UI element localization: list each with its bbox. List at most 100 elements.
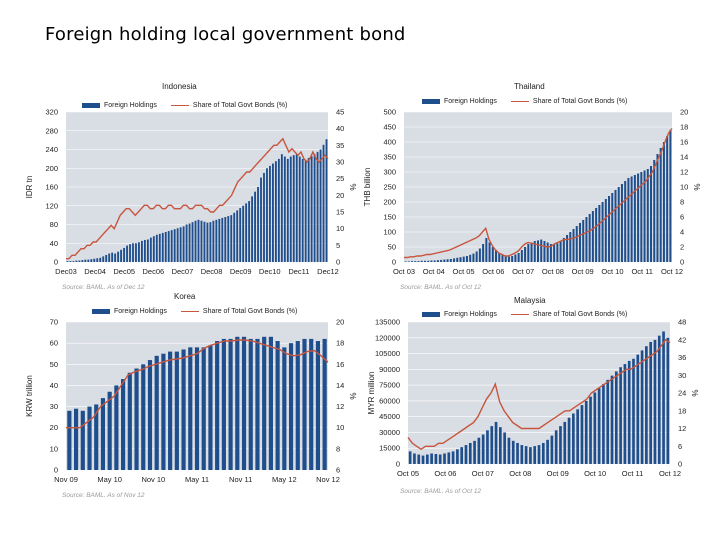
bar	[313, 154, 316, 262]
legend-line-swatch	[170, 105, 189, 106]
bar	[197, 219, 200, 262]
bar	[105, 254, 108, 262]
bar	[453, 258, 456, 262]
bar	[637, 173, 640, 262]
bar	[316, 151, 319, 262]
bar	[236, 210, 239, 262]
legend-bar-swatch	[82, 103, 100, 108]
bar	[630, 176, 633, 262]
bar	[447, 452, 451, 464]
legend-entry-line: Share of Total Govt Bonds (%)	[192, 102, 288, 109]
y-tick-right: 12	[678, 424, 686, 433]
bar	[417, 454, 421, 464]
bar	[536, 240, 540, 262]
y-tick-right: 20	[336, 318, 344, 327]
y-tick-right: 48	[678, 318, 686, 327]
chart-title: Thailand	[514, 82, 545, 91]
x-tick-label: Oct 05	[397, 469, 419, 478]
bar	[643, 170, 646, 262]
bar	[423, 260, 426, 262]
y-tick-right: 12	[336, 402, 344, 411]
y-tick-right: 45	[336, 108, 344, 117]
y-tick-right: 18	[336, 339, 344, 348]
legend-entry-line: Share of Total Govt Bonds (%)	[532, 311, 628, 318]
bar	[96, 258, 99, 262]
bar	[179, 227, 182, 262]
bar	[640, 350, 644, 464]
bar	[282, 347, 287, 470]
bar	[494, 421, 498, 464]
x-tick-label: May 11	[185, 475, 209, 484]
bar	[485, 238, 488, 262]
bar	[69, 261, 72, 262]
bar	[164, 232, 167, 262]
legend-entry-bars: Foreign Holdings	[444, 311, 497, 318]
bar	[188, 347, 193, 470]
y-tick-left: 45000	[379, 412, 400, 421]
y-tick-left: 30	[50, 402, 58, 411]
bar	[601, 202, 604, 262]
bar	[614, 190, 617, 262]
chart-title: Indonesia	[162, 82, 197, 91]
legend-bar-swatch	[92, 309, 110, 314]
y-tick-right: 0	[336, 258, 340, 267]
y-tick-right: 15	[336, 208, 344, 217]
bar	[541, 442, 545, 464]
bar	[498, 253, 501, 262]
bar	[411, 261, 414, 262]
legend-bar-swatch	[422, 312, 440, 317]
bar	[449, 259, 452, 262]
bar	[464, 445, 468, 464]
bar	[325, 139, 328, 262]
y-tick-left: 450	[383, 123, 396, 132]
bar	[569, 232, 572, 262]
bar	[425, 454, 429, 464]
bar	[301, 158, 304, 262]
x-tick-label: Oct 08	[509, 469, 531, 478]
bar	[194, 220, 197, 262]
y-tick-left: 105000	[375, 349, 400, 358]
bar	[286, 158, 289, 262]
bar	[588, 214, 591, 262]
bar	[472, 253, 475, 262]
bar	[627, 360, 631, 464]
bar	[550, 435, 554, 464]
bar	[504, 256, 507, 262]
bar	[481, 434, 485, 464]
bar	[624, 181, 627, 262]
bar	[263, 172, 265, 262]
bar	[181, 349, 186, 470]
bar	[477, 437, 481, 464]
bar	[315, 341, 321, 470]
y-tick-right: 14	[336, 381, 344, 390]
y-tick-left: 20	[50, 423, 58, 432]
bar	[495, 250, 498, 262]
y-axis-label-left: THB billion	[363, 168, 372, 207]
chart-title: Korea	[174, 292, 196, 301]
chart-svg: 0 50 100 150 200 250 300 350 400 450 500 0 2 4 6 8 10 12 1…	[363, 108, 702, 277]
x-tick-label: Dec09	[230, 267, 252, 276]
bar	[620, 184, 623, 262]
bar	[255, 338, 260, 470]
bar	[556, 243, 559, 262]
x-tick-label: Dec08	[201, 267, 223, 276]
bar	[161, 353, 166, 470]
y-tick-left: 30000	[379, 428, 400, 437]
bar	[516, 442, 519, 464]
x-tick-label: Oct 09	[547, 469, 569, 478]
y-tick-left: 500	[383, 108, 396, 117]
bar	[488, 242, 491, 262]
bar	[578, 223, 581, 262]
bar	[114, 385, 119, 470]
bar	[433, 260, 436, 262]
y-tick-left: 50	[50, 360, 58, 369]
x-tick-label: Oct 07	[512, 267, 534, 276]
bar	[662, 142, 665, 262]
bar	[87, 259, 90, 262]
bar	[191, 222, 194, 262]
bar	[149, 237, 152, 262]
bar	[486, 430, 489, 464]
bar	[224, 217, 227, 262]
bar	[567, 417, 571, 464]
y-tick-right: 36	[678, 353, 686, 362]
